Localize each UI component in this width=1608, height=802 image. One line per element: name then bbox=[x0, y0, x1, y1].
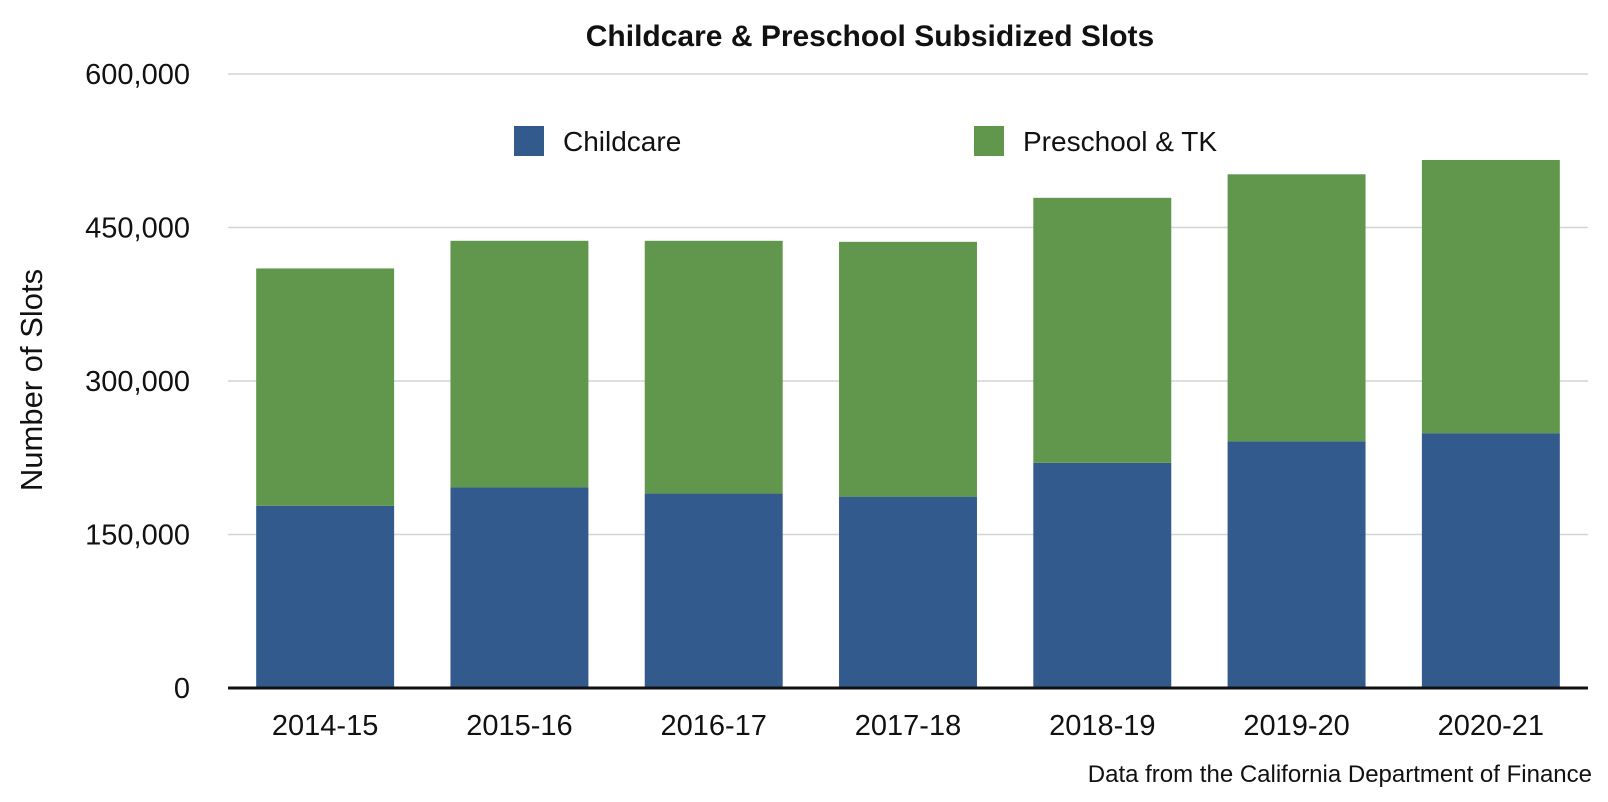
bar-preschool-tk-2015-16 bbox=[450, 240, 589, 488]
bar-preschool-tk-2019-20 bbox=[1227, 174, 1366, 442]
bars bbox=[256, 159, 1560, 688]
bar-childcare-2017-18 bbox=[839, 496, 977, 688]
chart-title: Childcare & Preschool Subsidized Slots bbox=[586, 20, 1154, 53]
x-tick-label: 2014-15 bbox=[272, 710, 378, 742]
bar-childcare-2016-17 bbox=[644, 493, 783, 688]
y-tick-label: 0 bbox=[174, 673, 190, 705]
legend-swatch-childcare bbox=[514, 126, 544, 156]
y-tick-label: 300,000 bbox=[85, 366, 190, 398]
y-tick-label: 600,000 bbox=[85, 59, 190, 91]
x-axis-ticks: 2014-15 2015-16 2016-17 2017-18 2018-19 2019-… bbox=[272, 710, 1544, 742]
bar-childcare-2014-15 bbox=[256, 505, 395, 688]
y-axis-ticks: 0 150,000 300,000 450,000 600,000 bbox=[85, 59, 190, 705]
y-axis-label: Number of Slots bbox=[14, 269, 49, 491]
legend-label-childcare: Childcare bbox=[563, 126, 681, 157]
y-tick-label: 150,000 bbox=[85, 520, 190, 552]
bar-childcare-2018-19 bbox=[1033, 462, 1172, 688]
bar-preschool-tk-2014-15 bbox=[256, 268, 395, 506]
y-tick-label: 450,000 bbox=[85, 213, 190, 245]
x-tick-label: 2017-18 bbox=[855, 710, 961, 742]
x-tick-label: 2015-16 bbox=[466, 710, 572, 742]
legend-label-preschool: Preschool & TK bbox=[1023, 126, 1217, 157]
bar-preschool-tk-2016-17 bbox=[644, 240, 783, 494]
bar-preschool-tk-2018-19 bbox=[1033, 197, 1172, 463]
legend-swatch-preschool bbox=[974, 126, 1004, 156]
x-tick-label: 2018-19 bbox=[1049, 710, 1155, 742]
bar-childcare-2020-21 bbox=[1421, 433, 1560, 688]
source-note: Data from the California Department of F… bbox=[1088, 761, 1592, 788]
bar-childcare-2019-20 bbox=[1227, 441, 1366, 688]
x-tick-label: 2020-21 bbox=[1438, 710, 1544, 742]
legend: Childcare Preschool & TK bbox=[514, 126, 1217, 157]
bar-preschool-tk-2017-18 bbox=[839, 241, 977, 497]
x-tick-label: 2016-17 bbox=[660, 710, 766, 742]
x-tick-label: 2019-20 bbox=[1243, 710, 1349, 742]
bar-preschool-tk-2020-21 bbox=[1421, 159, 1560, 434]
bar-childcare-2015-16 bbox=[450, 487, 589, 688]
